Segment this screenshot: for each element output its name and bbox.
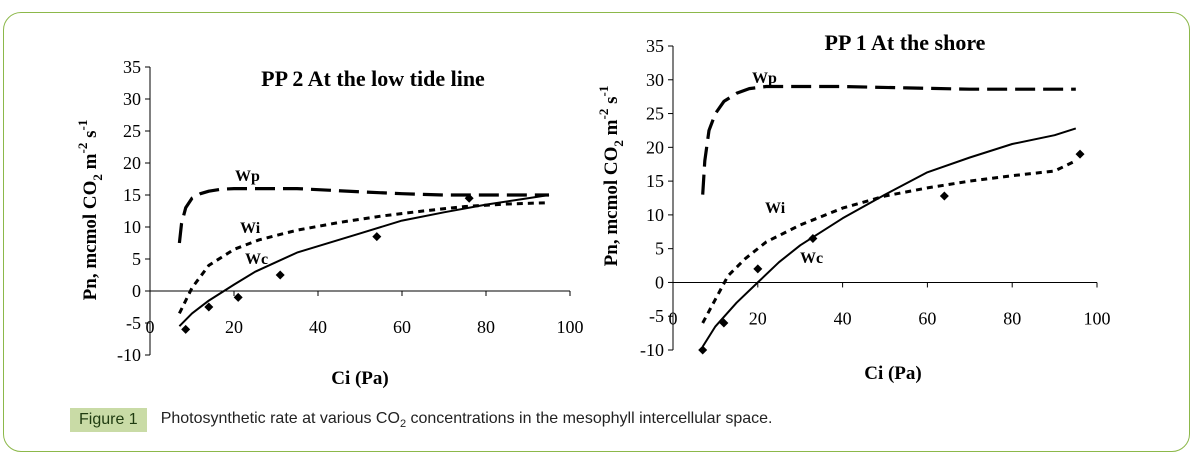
chart-title: PP 1 At the shore [825, 30, 986, 55]
series-label-wc: Wc [245, 251, 268, 268]
figure-frame [3, 12, 1190, 452]
chart-title: PP 2 At the low tide line [261, 66, 485, 91]
series-line-wc [178, 194, 550, 327]
data-point-marker [698, 345, 708, 355]
y-tick-label: -10 [640, 340, 664, 360]
data-point-marker [1075, 149, 1085, 159]
x-tick-label: 80 [477, 317, 495, 337]
data-point-marker [181, 324, 191, 334]
series-label-wp: Wp [235, 168, 260, 185]
series-label-wi: Wi [240, 220, 261, 237]
series-line-wp [177, 187, 549, 244]
series-line-wp [701, 84, 1076, 195]
series-label-wc: Wc [800, 250, 823, 267]
y-tick-label: 25 [646, 104, 664, 124]
data-point-marker [204, 302, 214, 312]
x-tick-label: 20 [749, 308, 767, 328]
y-tick-label: 20 [646, 137, 664, 157]
x-tick-label: 60 [918, 308, 936, 328]
y-tick-label: 5 [655, 239, 664, 259]
x-tick-label: 0 [669, 308, 678, 328]
series-line-wi [701, 159, 1077, 324]
series-label-wi: Wi [765, 200, 786, 217]
y-tick-label: 10 [646, 205, 664, 225]
y-tick-label: -10 [117, 345, 141, 365]
x-tick-label: 80 [1003, 308, 1021, 328]
y-tick-label: 5 [132, 249, 141, 269]
y-tick-label: 30 [646, 70, 664, 90]
y-tick-label: 0 [655, 272, 664, 292]
x-tick-label: 60 [393, 317, 411, 337]
y-axis-title: Pn, mcmol CO2 m-2 s-1 [75, 120, 105, 301]
data-point-marker [275, 270, 285, 280]
chart-pp2: PP 2 At the low tide line -10-5051015202… [75, 57, 584, 389]
caption-text: Photosynthetic rate at various CO2 conce… [160, 409, 773, 431]
y-tick-label: 30 [123, 89, 141, 109]
x-tick-label: 100 [557, 317, 584, 337]
y-tick-label: 0 [132, 281, 141, 301]
y-tick-label: -5 [649, 306, 664, 326]
data-point-marker [808, 234, 818, 244]
data-point-marker [753, 264, 763, 274]
figure-caption: Figure 1 Photosynthetic rate at various … [70, 408, 772, 432]
data-point-marker [464, 193, 474, 203]
y-tick-label: 15 [123, 185, 141, 205]
y-tick-label: 35 [123, 57, 141, 77]
figure-label: Figure 1 [70, 408, 147, 432]
y-tick-label: 15 [646, 171, 664, 191]
x-tick-label: 100 [1084, 308, 1111, 328]
x-axis-title: Ci (Pa) [331, 368, 389, 389]
data-point-marker [719, 318, 729, 328]
x-tick-label: 40 [834, 308, 852, 328]
y-tick-label: 20 [123, 153, 141, 173]
series-line-wc [701, 127, 1077, 348]
data-point-marker [939, 191, 949, 201]
data-point-marker [233, 292, 243, 302]
x-tick-label: 40 [309, 317, 327, 337]
y-axis-title: Pn, mcmol CO2 m-2 s-1 [596, 86, 626, 267]
series-label-wp: Wp [752, 70, 777, 87]
x-tick-label: 20 [225, 317, 243, 337]
y-tick-label: 35 [646, 36, 664, 56]
y-tick-label: -5 [126, 313, 141, 333]
x-axis-title: Ci (Pa) [864, 363, 922, 384]
x-tick-label: 0 [146, 317, 155, 337]
y-tick-label: 10 [123, 217, 141, 237]
data-point-marker [372, 232, 382, 242]
y-tick-label: 25 [123, 121, 141, 141]
